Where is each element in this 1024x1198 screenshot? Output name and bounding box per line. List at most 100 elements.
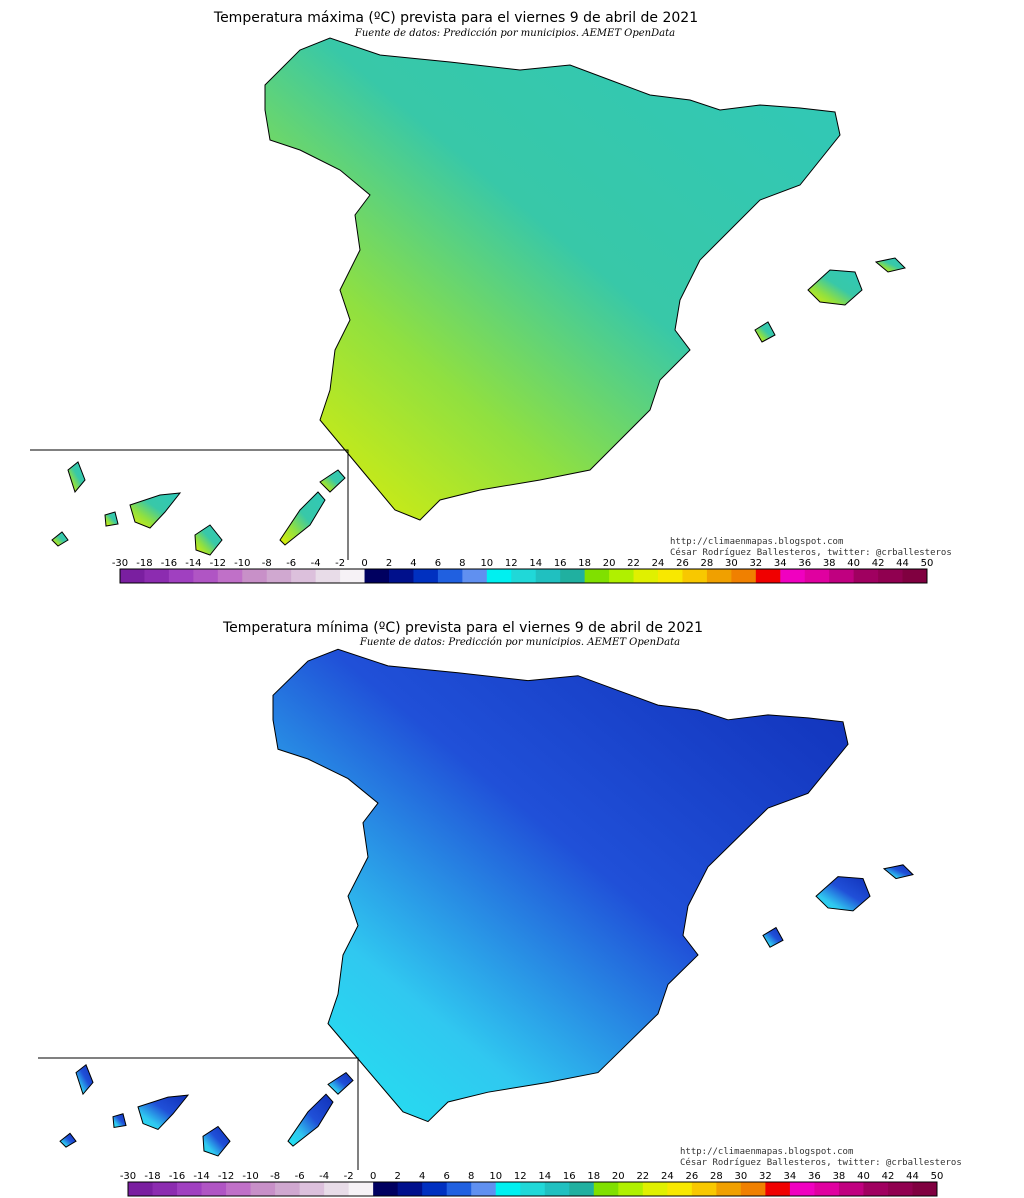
map-max: Temperatura máxima (ºC) prevista para el… bbox=[30, 10, 952, 584]
colorbar-swatch bbox=[217, 569, 243, 583]
colorbar-swatch bbox=[128, 1182, 154, 1196]
colorbar-label: -12 bbox=[218, 1171, 234, 1182]
colorbar-label: 30 bbox=[735, 1171, 748, 1182]
colorbar-swatch bbox=[373, 1182, 399, 1196]
colorbar-label: 50 bbox=[921, 558, 934, 569]
colorbar-label: -30 bbox=[112, 558, 128, 569]
colorbar-label: -30 bbox=[120, 1171, 136, 1182]
colorbar-swatch bbox=[863, 1182, 889, 1196]
colorbar-label: 2 bbox=[394, 1171, 400, 1182]
colorbar-swatch bbox=[618, 1182, 644, 1196]
colorbar-label: 28 bbox=[710, 1171, 723, 1182]
colorbar-swatch bbox=[902, 569, 928, 583]
colorbar-label: 22 bbox=[627, 558, 640, 569]
colorbar-swatch bbox=[593, 1182, 619, 1196]
colorbar-label: 26 bbox=[676, 558, 689, 569]
colorbar-label: 12 bbox=[514, 1171, 527, 1182]
map-source: Fuente de datos: Predicción por municipi… bbox=[359, 637, 680, 648]
credit-author: César Rodríguez Ballesteros, twitter: @c… bbox=[670, 547, 952, 558]
colorbar-swatch bbox=[658, 569, 683, 583]
colorbar-label: 0 bbox=[370, 1171, 376, 1182]
colorbar-label: 14 bbox=[538, 1171, 551, 1182]
colorbar-swatch bbox=[642, 1182, 668, 1196]
colorbar-label: 14 bbox=[529, 558, 542, 569]
colorbar-label: 4 bbox=[410, 558, 416, 569]
colorbar-label: 36 bbox=[798, 558, 811, 569]
inset-frame bbox=[30, 449, 349, 560]
colorbar-label: 2 bbox=[386, 558, 392, 569]
map-title: Temperatura máxima (ºC) prevista para el… bbox=[213, 10, 698, 26]
colorbar-label: 32 bbox=[759, 1171, 772, 1182]
colorbar-swatch bbox=[495, 1182, 521, 1196]
colorbar-label: 18 bbox=[587, 1171, 600, 1182]
colorbar-swatch bbox=[731, 569, 757, 583]
colorbar-swatch bbox=[348, 1182, 374, 1196]
colorbar-swatch bbox=[266, 569, 292, 583]
inset-frame bbox=[38, 1057, 359, 1170]
colorbar-label: -2 bbox=[335, 558, 345, 569]
colorbar-swatch bbox=[682, 569, 708, 583]
colorbar-swatch bbox=[201, 1182, 227, 1196]
colorbar-label: -10 bbox=[234, 558, 250, 569]
colorbar-swatch bbox=[364, 569, 390, 583]
map-min: Temperatura mínima (ºC) prevista para el… bbox=[38, 620, 962, 1197]
colorbar-swatch bbox=[462, 569, 488, 583]
colorbar-swatch bbox=[838, 1182, 864, 1196]
colorbar-swatch bbox=[511, 569, 537, 583]
colorbar-label: 10 bbox=[480, 558, 493, 569]
colorbar-swatch bbox=[706, 569, 732, 583]
colorbar-swatch bbox=[486, 569, 512, 583]
colorbar-label: 40 bbox=[847, 558, 860, 569]
credit-author: César Rodríguez Ballesteros, twitter: @c… bbox=[680, 1157, 962, 1168]
colorbar-label: 22 bbox=[636, 1171, 649, 1182]
colorbar-swatch bbox=[422, 1182, 448, 1196]
colorbar-swatch bbox=[291, 569, 317, 583]
colorbar-label: -10 bbox=[242, 1171, 258, 1182]
colorbar-swatch bbox=[716, 1182, 742, 1196]
colorbar-swatch bbox=[912, 1182, 938, 1196]
colorbar: -30 -18 -16 -14 -12 -10 -8 -6 -4 -2 0 2 4 6 8 10 12 14 16 1… bbox=[120, 1171, 943, 1197]
colorbar-swatch bbox=[887, 1182, 913, 1196]
credit-url: http://climaenmapas.blogspot.com bbox=[670, 537, 843, 547]
colorbar-label: 34 bbox=[774, 558, 787, 569]
map-area bbox=[59, 648, 914, 1157]
colorbar-label: 12 bbox=[505, 558, 518, 569]
colorbar-swatch bbox=[177, 1182, 203, 1196]
colorbar-swatch bbox=[226, 1182, 252, 1196]
colorbar-label: -4 bbox=[311, 558, 321, 569]
colorbar-label: -6 bbox=[286, 558, 296, 569]
colorbar-label: -18 bbox=[136, 558, 152, 569]
colorbar-label: 10 bbox=[489, 1171, 502, 1182]
colorbar-label: 38 bbox=[823, 558, 836, 569]
colorbar-swatch bbox=[633, 569, 659, 583]
colorbar-swatch bbox=[609, 569, 635, 583]
colorbar-label: 8 bbox=[459, 558, 465, 569]
colorbar-label: -2 bbox=[344, 1171, 354, 1182]
colorbar-swatch bbox=[340, 569, 366, 583]
colorbar-swatch bbox=[780, 569, 806, 583]
colorbar-label: -6 bbox=[295, 1171, 305, 1182]
colorbar-swatch bbox=[413, 569, 439, 583]
colorbar-swatch bbox=[152, 1182, 178, 1196]
colorbar-swatch bbox=[446, 1182, 472, 1196]
colorbar-label: 30 bbox=[725, 558, 738, 569]
colorbar-label: 0 bbox=[361, 558, 367, 569]
map-source: Fuente de datos: Predicción por municipi… bbox=[354, 28, 675, 39]
colorbar-swatch bbox=[120, 569, 145, 583]
colorbar-label: 32 bbox=[749, 558, 762, 569]
colorbar-label: 4 bbox=[419, 1171, 425, 1182]
colorbar-swatch bbox=[560, 569, 586, 583]
colorbar-label: 34 bbox=[784, 1171, 797, 1182]
colorbar-label: 44 bbox=[896, 558, 909, 569]
colorbar-label: 42 bbox=[882, 1171, 895, 1182]
colorbar-swatch bbox=[299, 1182, 325, 1196]
colorbar-label: 40 bbox=[857, 1171, 870, 1182]
map-title: Temperatura mínima (ºC) prevista para el… bbox=[222, 620, 703, 636]
colorbar-swatch bbox=[242, 569, 268, 583]
colorbar-label: -14 bbox=[185, 558, 201, 569]
colorbar-swatch bbox=[755, 569, 781, 583]
colorbar-label: -12 bbox=[210, 558, 226, 569]
colorbar-label: 24 bbox=[652, 558, 665, 569]
colorbar-label: -4 bbox=[319, 1171, 329, 1182]
